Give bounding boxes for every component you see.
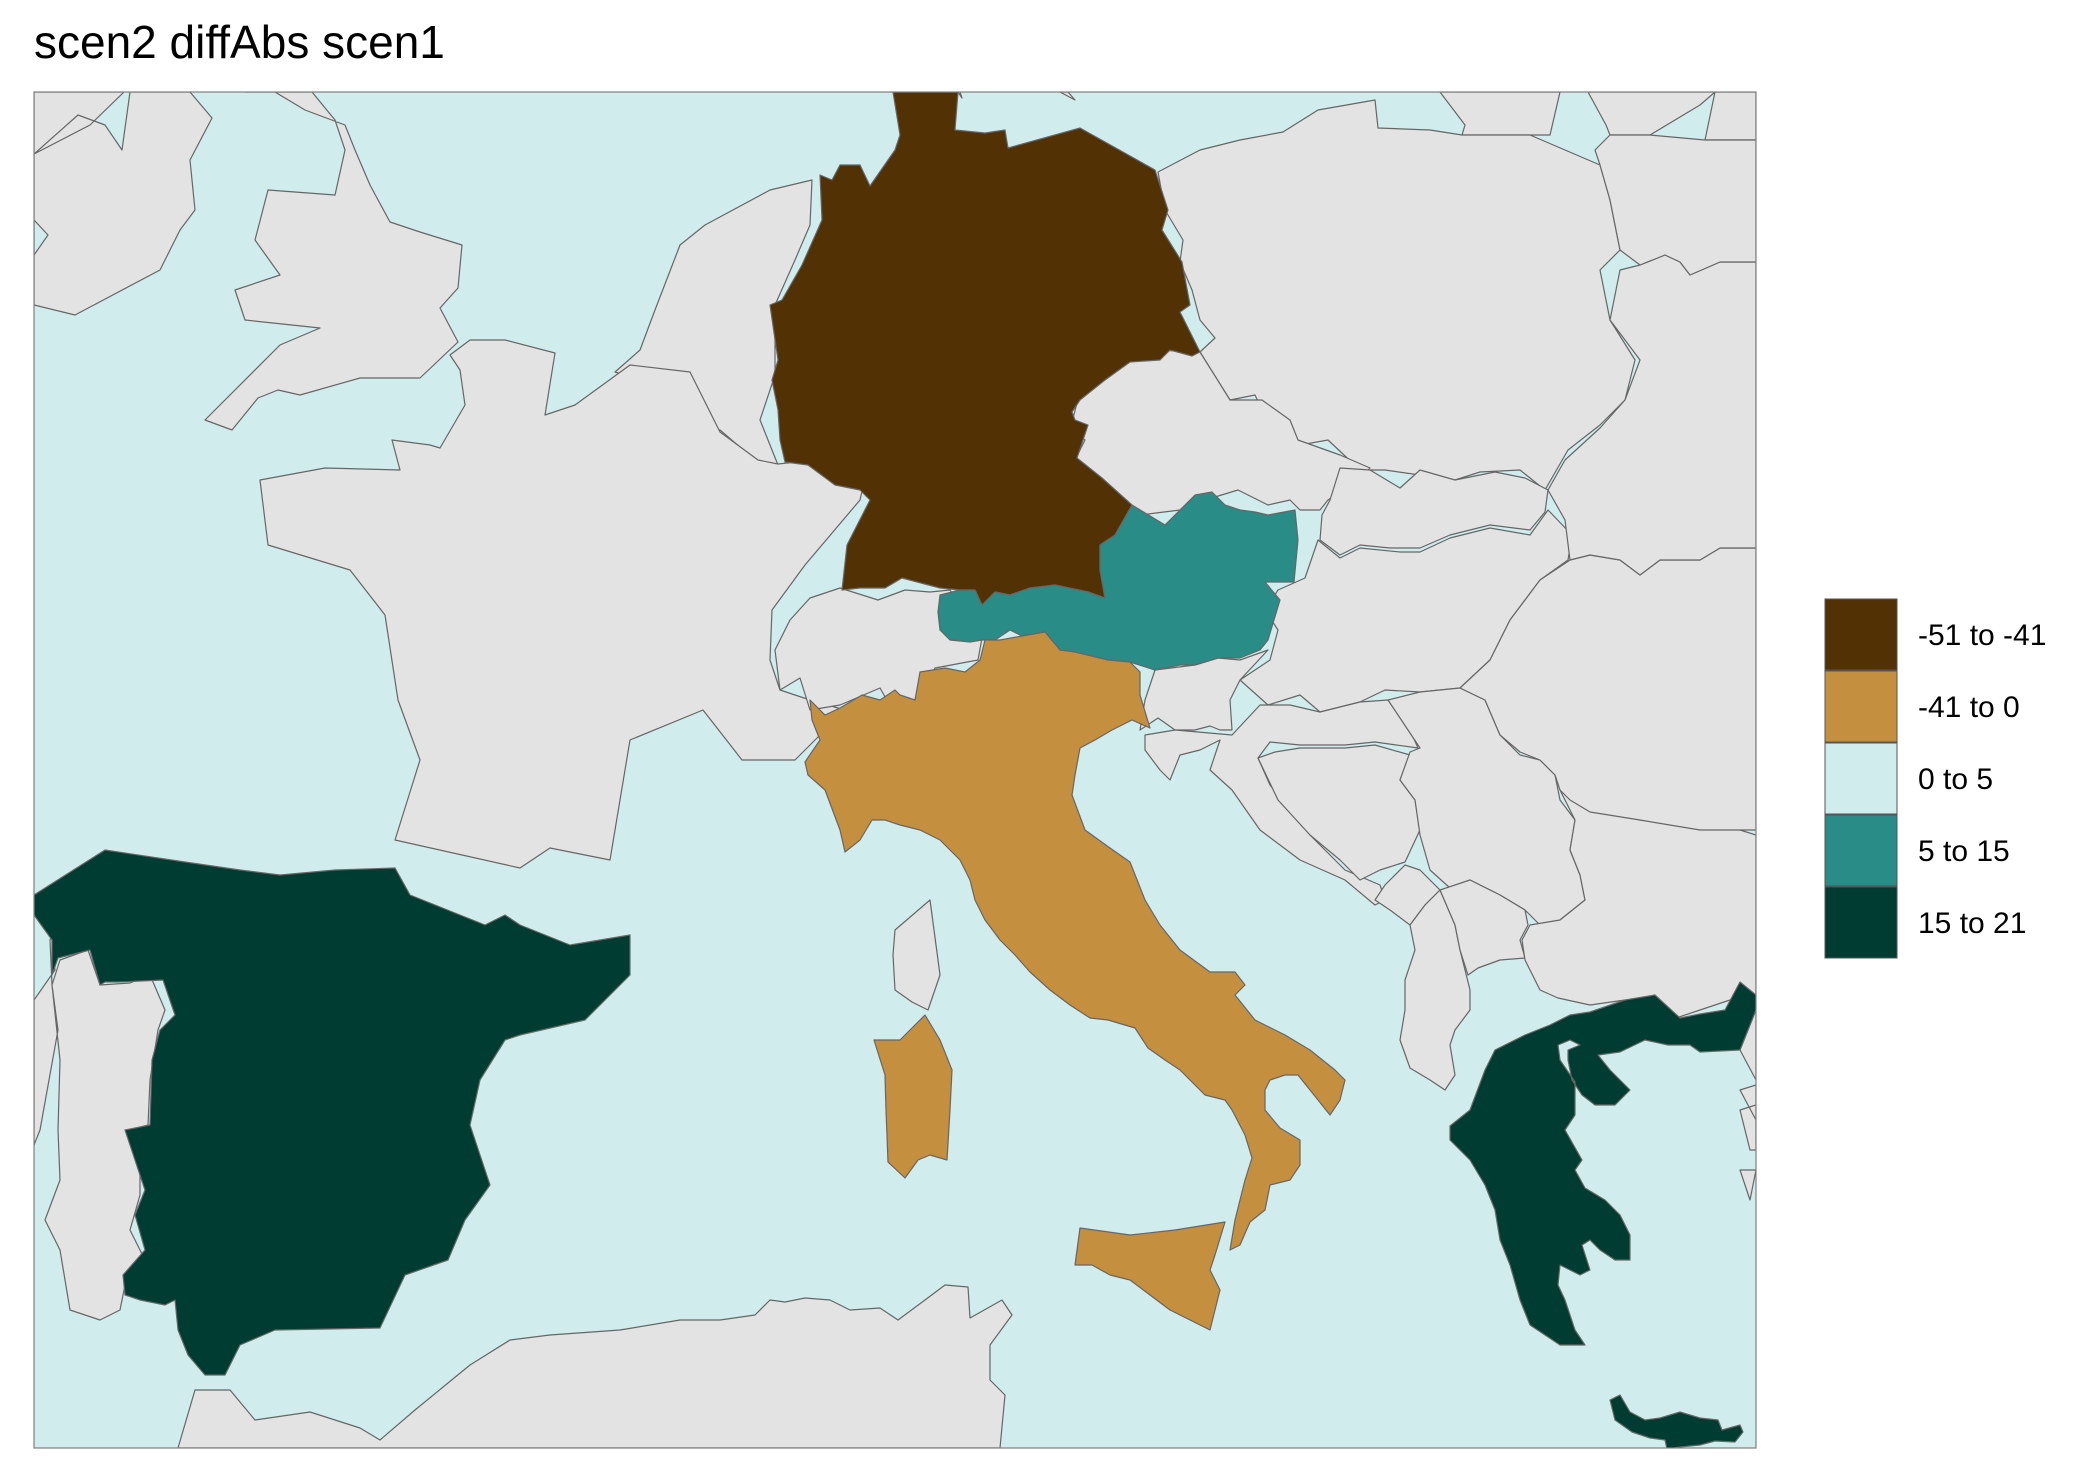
land-corsica — [892, 899, 941, 1011]
land-slovakia — [1319, 467, 1549, 556]
region-sicily — [1074, 1221, 1226, 1331]
region-spain — [34, 849, 631, 1376]
regions — [34, 92, 1756, 1448]
legend-label: -41 to 0 — [1918, 691, 2020, 724]
region-sardinia — [873, 1014, 953, 1179]
map-panel — [33, 91, 1757, 1449]
legend-item: 15 to 21 — [1824, 886, 2026, 959]
map-title: scen2 diffAbs scen1 — [34, 16, 445, 68]
land-north-africa — [177, 1284, 1013, 1448]
legend-swatch — [1824, 670, 1898, 743]
legend-swatch — [1824, 814, 1898, 887]
region-crete — [1609, 1394, 1744, 1448]
legend-swatch — [1824, 742, 1898, 815]
legend-label: 5 to 15 — [1918, 835, 2010, 868]
region-italy — [804, 631, 1346, 1251]
legend-label: -51 to -41 — [1918, 619, 2046, 652]
legend-item: -41 to 0 — [1824, 670, 2020, 743]
land-france — [259, 339, 869, 869]
legend-item: 5 to 15 — [1824, 814, 2010, 887]
land-background — [34, 92, 1756, 1448]
land-denmark-tip — [889, 92, 1076, 101]
legend-item: -51 to -41 — [1824, 598, 2046, 671]
legend-label: 0 to 5 — [1918, 763, 1993, 796]
map-frame — [33, 91, 1757, 1449]
legend: -51 to -41 -41 to 0 0 to 5 5 to 15 15 to… — [1824, 598, 2046, 959]
legend-swatch — [1824, 886, 1898, 959]
legend-swatch — [1824, 598, 1898, 671]
land-ireland — [34, 92, 213, 316]
legend-item: 0 to 5 — [1824, 742, 1993, 815]
land-belarus — [1594, 134, 1756, 276]
land-great-britain — [204, 92, 463, 431]
legend-label: 15 to 21 — [1918, 907, 2026, 940]
region-greece — [1449, 981, 1756, 1346]
land-turkey-edge — [1739, 1009, 1756, 1201]
land-ukraine — [1547, 254, 1756, 576]
